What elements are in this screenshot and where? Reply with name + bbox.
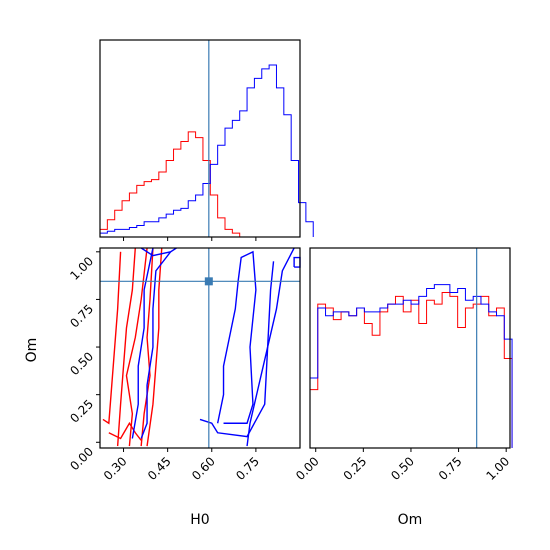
hist-om-ticks: 0.00 0.25 0.50 0.75 1.00 — [293, 448, 512, 483]
contour-series-a — [108, 421, 142, 441]
hist-om-panel: 0.00 0.25 0.50 0.75 1.00 — [293, 247, 513, 483]
contour-xtick-label: 0.60 — [189, 454, 218, 483]
hist-om-marks — [309, 248, 513, 448]
hist-om-xtick-label: 0.00 — [293, 454, 322, 483]
contour-series-b — [131, 247, 154, 439]
contour-xtick-label: 0.45 — [145, 454, 174, 483]
contour-series-b — [140, 251, 172, 439]
hist-om-series-b — [309, 284, 513, 448]
contour-series-b — [246, 247, 295, 447]
contour-marks — [100, 247, 301, 448]
contour-series-b — [216, 250, 257, 424]
contour-ytick-label: 0.50 — [67, 349, 96, 378]
contour-frame — [99, 247, 301, 449]
contour-series-a — [125, 247, 148, 447]
contour-series-a — [140, 247, 154, 447]
contour-ticks: 0.30 0.45 0.60 0.75 0.00 0.25 0.50 0.75 1.00 — [67, 251, 262, 483]
contour-series-b — [293, 256, 301, 268]
hist-om-xtick-label: 0.50 — [388, 454, 417, 483]
y-axis-label-om: Om — [24, 338, 40, 363]
contour-series-a — [146, 247, 163, 447]
hist-om-series-a — [309, 291, 513, 448]
hist-h0-panel — [99, 39, 314, 241]
hist-h0-frame — [99, 39, 301, 238]
contour-series-b — [140, 247, 177, 257]
hist-om-xtick-label: 1.00 — [484, 454, 513, 483]
contour-xtick-label: 0.30 — [101, 454, 130, 483]
hist-om-xtick-label: 0.75 — [436, 454, 465, 483]
hist-h0-series-b — [99, 64, 314, 237]
contour-xtick-label: 0.75 — [233, 454, 262, 483]
hist-h0-marks — [99, 40, 314, 237]
contour-series-a — [102, 251, 122, 425]
hist-om-frame — [309, 247, 511, 449]
hist-h0-ticks — [123, 237, 257, 241]
contour-ytick-label: 0.75 — [67, 302, 96, 331]
x-axis-label-om: Om — [398, 512, 423, 528]
contour-ytick-label: 1.00 — [67, 254, 96, 283]
hist-h0-series-a — [99, 131, 241, 237]
contour-ytick-label: 0.00 — [67, 445, 96, 474]
hist-om-xtick-label: 0.25 — [341, 454, 370, 483]
truth-marker — [204, 277, 213, 286]
contour-series-b — [199, 261, 275, 438]
contour-series-a — [116, 247, 136, 447]
contour-panel: 0.30 0.45 0.60 0.75 0.00 0.25 0.50 0.75 1.00 — [67, 247, 301, 483]
x-axis-label-h0: H0 — [190, 512, 209, 528]
contour-ytick-label: 0.25 — [67, 397, 96, 426]
